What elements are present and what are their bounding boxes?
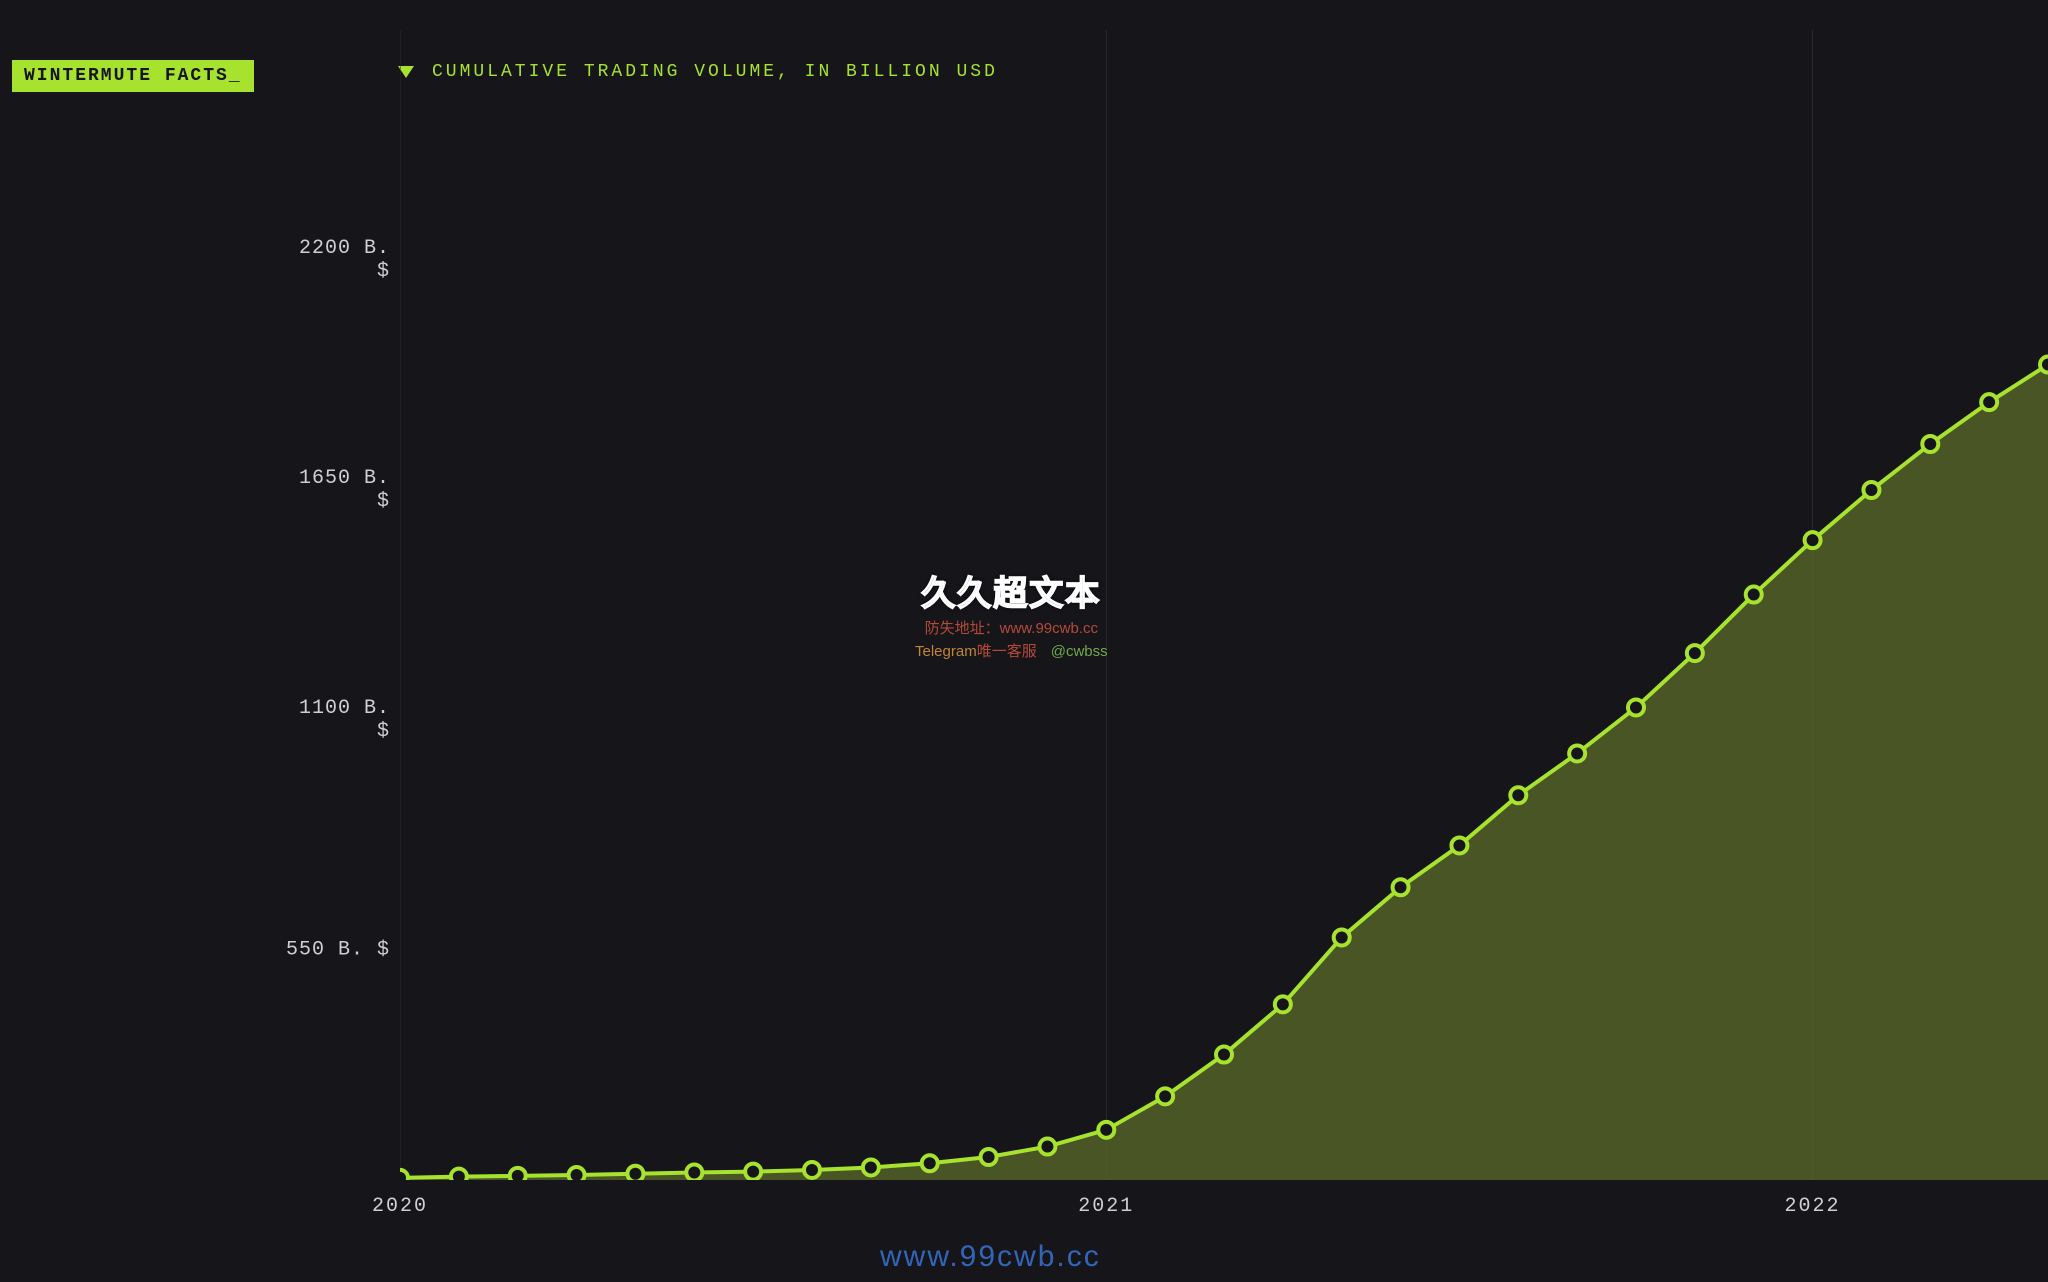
chart-marker: [1393, 879, 1409, 895]
chart-marker: [400, 1170, 408, 1180]
chart-marker: [1687, 645, 1703, 661]
watermark-footer: www.99cwb.cc: [880, 1240, 1101, 1274]
y-axis-tick-label: 1650 B. $: [278, 467, 390, 513]
badge: WINTERMUTE FACTS_: [12, 60, 254, 92]
chart-marker: [1981, 394, 1997, 410]
chart-marker: [1334, 929, 1350, 945]
chart-marker: [1216, 1047, 1232, 1063]
chart-marker: [745, 1164, 761, 1180]
chart-marker: [804, 1162, 820, 1178]
chart-marker: [569, 1167, 585, 1180]
chart-marker: [1569, 745, 1585, 761]
chart-marker: [1451, 837, 1467, 853]
x-axis-labels: 202020212022: [400, 1195, 2048, 1225]
badge-text: WINTERMUTE FACTS_: [24, 66, 242, 86]
y-axis-tick-label: 550 B. $: [286, 939, 390, 962]
chart-marker: [1922, 436, 1938, 452]
chart-marker: [510, 1168, 526, 1180]
chart-svg: [400, 30, 2048, 1180]
x-axis-tick-label: 2020: [372, 1195, 428, 1218]
chart-marker: [1628, 699, 1644, 715]
chart-plot-area: [400, 30, 2048, 1180]
y-axis-labels: 550 B. $ 1100 B. $ 1650 B. $ 2200 B. $: [278, 30, 398, 1180]
chart-marker: [1039, 1139, 1055, 1155]
chart-marker: [1863, 482, 1879, 498]
chart-marker: [1805, 532, 1821, 548]
chart-marker: [863, 1159, 879, 1175]
chart-marker: [686, 1164, 702, 1180]
y-axis-tick-label: 2200 B. $: [278, 237, 390, 283]
chart-marker: [1275, 996, 1291, 1012]
chart-marker: [451, 1169, 467, 1180]
chart-marker: [627, 1166, 643, 1180]
chart-marker: [1098, 1122, 1114, 1138]
chart-marker: [1157, 1088, 1173, 1104]
x-axis-tick-label: 2022: [1785, 1195, 1841, 1218]
chart-marker: [922, 1155, 938, 1171]
x-axis-tick-label: 2021: [1078, 1195, 1134, 1218]
chart-marker: [1746, 587, 1762, 603]
y-axis-tick-label: 1100 B. $: [278, 697, 390, 743]
chart-marker: [2040, 357, 2048, 373]
chart-marker: [1510, 787, 1526, 803]
chart-marker: [981, 1149, 997, 1165]
